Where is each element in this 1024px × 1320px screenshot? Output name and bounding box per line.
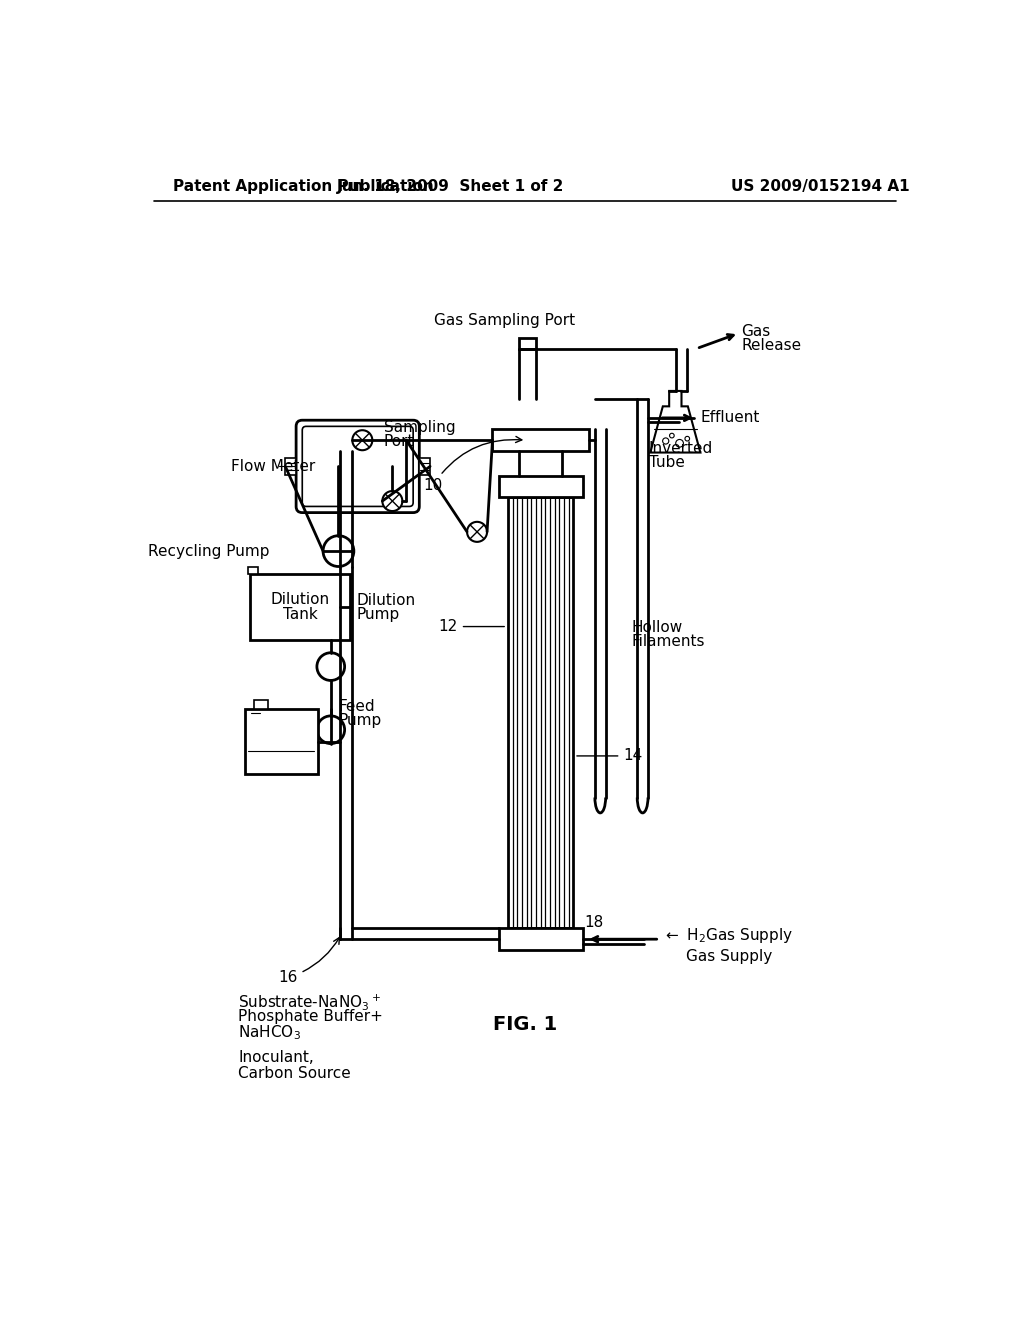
Text: Pump: Pump [339,713,382,729]
Text: Dilution: Dilution [270,591,330,607]
Text: Carbon Source: Carbon Source [239,1065,351,1081]
Text: Filaments: Filaments [631,634,705,649]
Text: Sampling: Sampling [384,420,456,436]
Bar [499,475,583,498]
Text: Jun. 18, 2009  Sheet 1 of 2: Jun. 18, 2009 Sheet 1 of 2 [337,180,564,194]
FancyBboxPatch shape [296,420,419,512]
Text: NaHCO$_3$: NaHCO$_3$ [239,1023,301,1041]
Text: Gas Sampling Port: Gas Sampling Port [434,313,575,329]
Text: Hollow: Hollow [631,620,682,635]
Bar [493,429,589,451]
Bar [248,566,258,574]
Text: Inoculant,: Inoculant, [239,1051,314,1065]
Circle shape [316,715,345,743]
Circle shape [382,491,402,511]
Bar [499,928,583,950]
Text: Patent Application Publication: Patent Application Publication [173,180,433,194]
Text: Gas: Gas [741,325,770,339]
Circle shape [467,521,487,543]
Text: $\leftarrow$ H$_2$Gas Supply: $\leftarrow$ H$_2$Gas Supply [664,925,794,945]
Circle shape [352,430,373,450]
Bar [245,709,317,775]
Text: Port: Port [384,434,415,449]
Text: Gas Supply: Gas Supply [686,949,773,964]
Bar [250,574,350,640]
Text: 10: 10 [423,437,522,494]
Bar [286,458,296,475]
Text: Effluent: Effluent [700,411,760,425]
Text: 14: 14 [577,748,643,763]
Bar [419,458,430,475]
Circle shape [316,653,345,681]
Text: Tube: Tube [649,455,685,470]
Text: 16: 16 [279,937,339,985]
Text: Release: Release [741,338,802,352]
Text: FIG. 1: FIG. 1 [493,1015,557,1034]
Text: Pump: Pump [356,607,399,622]
Text: Flow Meter: Flow Meter [230,459,315,474]
Polygon shape [650,391,700,453]
Text: Tank: Tank [283,607,317,622]
Text: Substrate-NaNO$_3$$^+$: Substrate-NaNO$_3$$^+$ [239,991,381,1011]
Text: Feed: Feed [339,700,375,714]
Circle shape [323,536,354,566]
Text: US 2009/0152194 A1: US 2009/0152194 A1 [731,180,909,194]
Bar [254,700,267,709]
Text: 18: 18 [585,915,604,929]
Bar [508,498,573,928]
Text: Phosphate Buffer+: Phosphate Buffer+ [239,1010,383,1024]
Bar [519,338,537,348]
Text: Recycling Pump: Recycling Pump [147,544,269,558]
Text: Dilution: Dilution [356,593,416,609]
Text: Inverted: Inverted [649,441,713,457]
Text: 12: 12 [438,619,504,634]
FancyBboxPatch shape [302,426,413,507]
